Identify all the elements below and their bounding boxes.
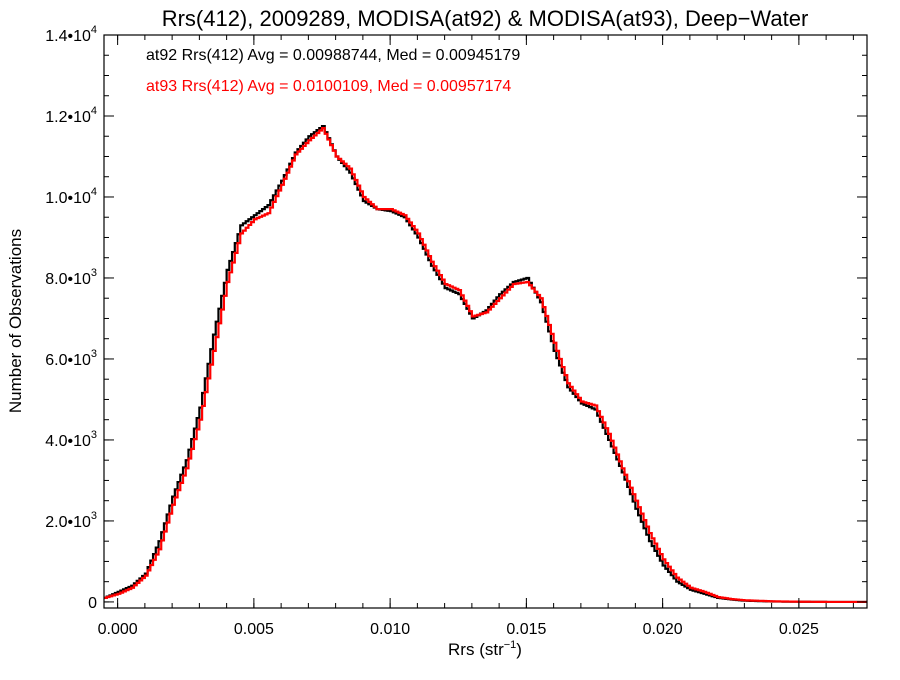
y-tick-label: 8.0•103 [45,267,97,288]
plot-frame [103,34,868,609]
y-tick-label: 1.0•104 [45,186,97,207]
series-line-at92 [104,125,867,604]
annotation-at92: at92 Rrs(412) Avg = 0.00988744, Med = 0.… [146,47,520,64]
y-axis-label: Number of Observations [6,229,25,413]
x-tick-label: 0.005 [234,621,274,638]
series-layer [104,125,867,604]
chart-title: Rrs(412), 2009289, MODISA(at92) & MODISA… [162,6,809,31]
x-tick-label: 0.010 [370,621,410,638]
y-tick-label: 0 [88,595,97,612]
y-tick-label: 1.4•104 [45,24,97,45]
x-tick-label: 0.000 [98,621,138,638]
series-line-at93 [104,127,867,604]
y-tick-label: 1.2•104 [45,105,97,126]
y-tick-label: 4.0•103 [45,429,97,450]
annotation-at93: at93 Rrs(412) Avg = 0.0100109, Med = 0.0… [146,78,511,95]
y-tick-label: 2.0•103 [45,510,97,531]
x-tick-label: 0.020 [643,621,683,638]
x-axis-label: Rrs (str−1) [448,639,522,659]
x-tick-label: 0.015 [506,621,546,638]
tick-layer: 0.000 0.005 0.010 0.015 0.020 0.025 0 2.0•103 4.… [45,24,867,638]
x-tick-label: 0.025 [779,621,819,638]
y-tick-label: 6.0•103 [45,348,97,369]
